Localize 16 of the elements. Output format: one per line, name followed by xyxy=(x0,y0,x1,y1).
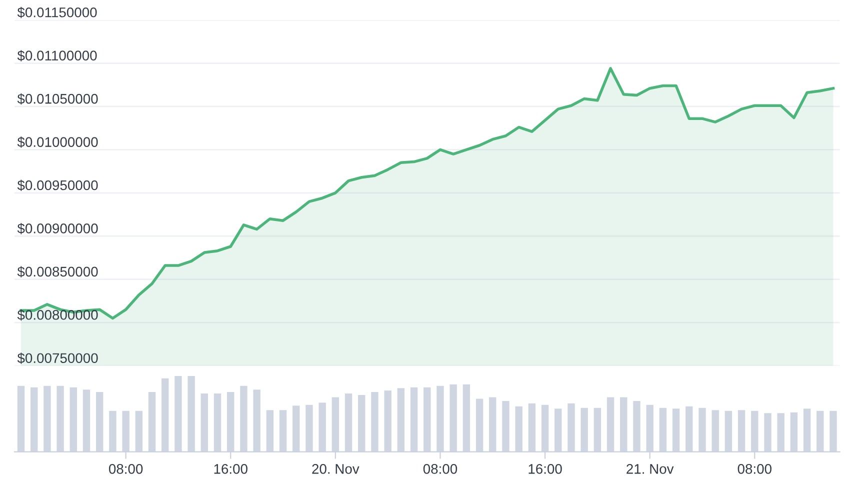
x-tick-label: 08:00 xyxy=(423,464,458,474)
y-tick-label: $0.01100000 xyxy=(17,50,97,62)
x-tick-label: 08:00 xyxy=(738,464,772,474)
y-tick-label: $0.01000000 xyxy=(17,136,98,148)
y-tick-label: $0.00750000 xyxy=(17,352,98,364)
y-tick-label: $0.00950000 xyxy=(17,180,98,191)
x-tick-label: 20. Nov xyxy=(312,464,360,474)
y-tick-label: $0.00900000 xyxy=(17,222,98,234)
y-tick-label: $0.01050000 xyxy=(17,93,98,105)
y-tick-label: $0.00800000 xyxy=(17,309,98,321)
x-tick-label: 16:00 xyxy=(214,464,248,474)
x-tick-label: 16:00 xyxy=(528,464,562,474)
y-tick-label: $0.00850000 xyxy=(17,266,98,278)
y-tick-label: $0.01150000 xyxy=(17,6,97,18)
x-tick-label: 21. Nov xyxy=(626,464,674,474)
x-tick-label: 08:00 xyxy=(108,464,143,474)
